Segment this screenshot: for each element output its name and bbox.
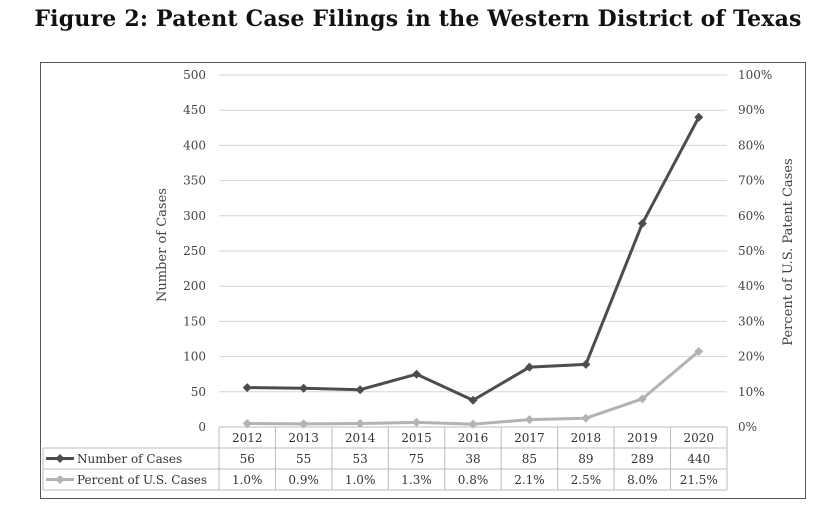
y-tick-label: 200: [183, 279, 206, 293]
series-marker: [694, 346, 704, 356]
y2-axis-title: Percent of U.S. Patent Cases: [781, 158, 796, 345]
y2-tick-label: 60%: [738, 209, 765, 223]
category-label: 2013: [288, 431, 319, 445]
table-value: 2.5%: [571, 473, 602, 487]
series-marker: [468, 419, 478, 429]
series-marker: [299, 383, 309, 393]
table-value: 289: [631, 452, 654, 466]
y-tick-label: 250: [183, 244, 206, 258]
category-label: 2020: [684, 431, 715, 445]
table-value: 1.3%: [401, 473, 432, 487]
table-value: 2.1%: [514, 473, 545, 487]
legend-label: Number of Cases: [77, 452, 182, 466]
legend-key-marker: [55, 454, 65, 463]
y2-tick-label: 30%: [738, 314, 765, 328]
legend-label: Percent of U.S. Cases: [77, 473, 207, 487]
series-marker: [299, 419, 309, 429]
series-marker: [581, 413, 591, 423]
category-label: 2016: [458, 431, 489, 445]
series-marker: [468, 395, 478, 405]
y2-tick-label: 20%: [738, 350, 765, 364]
y2-tick-label: 80%: [738, 138, 765, 152]
table-value: 38: [465, 452, 480, 466]
table-value: 53: [352, 452, 367, 466]
category-label: 2018: [571, 431, 602, 445]
y2-tick-label: 0%: [738, 420, 757, 434]
table-value: 1.0%: [232, 473, 263, 487]
y-tick-label: 100: [183, 350, 206, 364]
y2-tick-label: 90%: [738, 103, 765, 117]
y-tick-label: 300: [183, 209, 206, 223]
legend-key-marker: [55, 475, 65, 484]
y-tick-label: 400: [183, 138, 206, 152]
series-marker: [355, 385, 365, 395]
series-marker: [242, 383, 252, 393]
table-value: 55: [296, 452, 311, 466]
category-label: 2014: [345, 431, 376, 445]
y-tick-label: 350: [183, 174, 206, 188]
series-marker: [524, 415, 534, 425]
y2-tick-label: 70%: [738, 174, 765, 188]
y2-tick-label: 40%: [738, 279, 765, 293]
y2-tick-label: 50%: [738, 244, 765, 258]
series-line: [247, 116, 701, 402]
series-marker: [412, 417, 422, 427]
table-value: 0.9%: [288, 473, 319, 487]
table-value: 440: [687, 452, 710, 466]
y-axis-title: Number of Cases: [155, 188, 170, 302]
category-label: 2017: [514, 431, 545, 445]
series-marker: [412, 369, 422, 379]
table-value: 56: [240, 452, 255, 466]
series-marker: [637, 394, 647, 404]
y-tick-label: 50: [191, 385, 206, 399]
table-value: 21.5%: [680, 473, 718, 487]
table-value: 75: [409, 452, 424, 466]
table-value: 85: [522, 452, 537, 466]
category-label: 2019: [627, 431, 658, 445]
y-tick-label: 0: [198, 420, 206, 434]
table-value: 0.8%: [458, 473, 489, 487]
category-label: 2012: [232, 431, 263, 445]
y2-tick-label: 100%: [738, 68, 772, 82]
series-marker: [694, 112, 704, 122]
chart-title: Figure 2: Patent Case Filings in the Wes…: [34, 6, 802, 32]
category-label: 2015: [401, 431, 432, 445]
y-tick-label: 450: [183, 103, 206, 117]
y-tick-label: 500: [183, 68, 206, 82]
table-value: 8.0%: [627, 473, 658, 487]
series-marker: [637, 219, 647, 229]
series-marker: [355, 418, 365, 428]
series-marker: [581, 359, 591, 369]
y2-tick-label: 10%: [738, 385, 765, 399]
table-value: 89: [578, 452, 593, 466]
table-value: 1.0%: [345, 473, 376, 487]
series-marker: [242, 418, 252, 428]
series-marker: [524, 362, 534, 372]
y-tick-label: 150: [183, 314, 206, 328]
chart-frame: [40, 62, 806, 499]
